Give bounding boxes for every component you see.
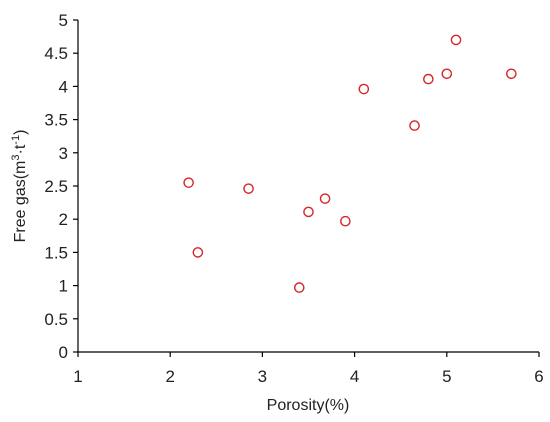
- y-tick-label: 4: [59, 77, 68, 96]
- y-axis-title-mid: ·t: [12, 144, 29, 154]
- data-point: [293, 282, 305, 293]
- x-tick-label: 6: [534, 367, 543, 386]
- data-point: [358, 83, 370, 95]
- data-point: [409, 120, 420, 131]
- data-point: [340, 215, 351, 227]
- y-tick-label: 1: [59, 277, 68, 296]
- data-point: [192, 247, 204, 258]
- x-tick-label: 2: [165, 367, 174, 386]
- data-point: [183, 177, 194, 188]
- x-tick-label: 4: [350, 367, 359, 386]
- y-tick-label: 3.5: [44, 111, 68, 130]
- y-axis-title: Free gas(m3·t-1): [10, 130, 29, 243]
- y-tick-label: 5: [59, 11, 68, 30]
- y-tick-label: 3: [59, 144, 68, 163]
- y-tick-label: 1.5: [44, 243, 68, 262]
- x-tick-label: 5: [442, 367, 451, 386]
- data-points: [183, 34, 517, 293]
- data-point: [441, 68, 453, 80]
- y-axis-title-sup1: 3: [10, 154, 22, 160]
- y-tick-label: 0.5: [44, 310, 68, 329]
- x-tick-label: 3: [258, 367, 267, 386]
- data-point: [243, 183, 254, 194]
- data-point: [423, 73, 434, 85]
- data-point: [506, 68, 517, 80]
- y-ticks: 0 0.5 1 1.5 2 2.5 3 3.5 4 4.5 5: [44, 11, 78, 362]
- y-tick-label: 2.5: [44, 177, 68, 196]
- y-axis-title-sup2: -1: [10, 135, 22, 145]
- y-axis-title-end: ): [12, 130, 29, 135]
- data-point: [303, 206, 314, 218]
- x-tick-label: 1: [73, 367, 82, 386]
- x-ticks: 1 2 3 4 5 6: [73, 352, 544, 386]
- y-axis-title-main: Free gas(m: [12, 161, 29, 243]
- data-point: [450, 34, 462, 46]
- y-tick-label: 0: [59, 343, 68, 362]
- data-point: [319, 193, 331, 204]
- x-axis-title: Porosity(%): [267, 397, 350, 414]
- y-tick-label: 2: [59, 210, 68, 229]
- y-tick-label: 4.5: [44, 44, 68, 63]
- axes: [77, 20, 539, 353]
